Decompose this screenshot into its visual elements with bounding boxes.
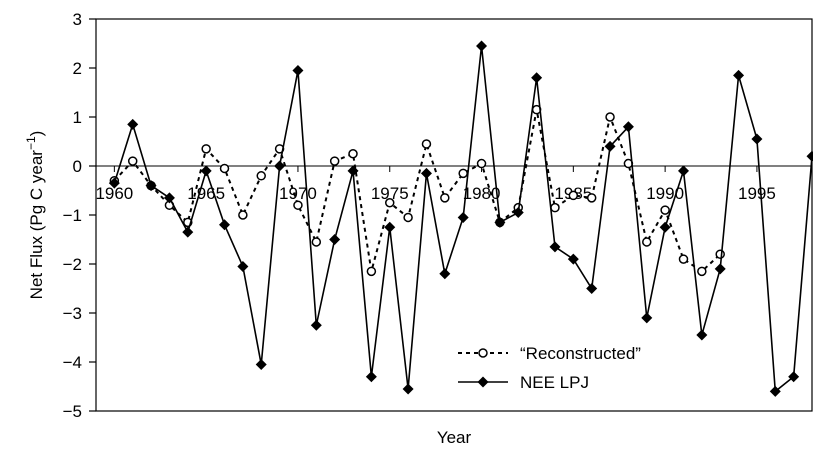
y-tick-label: −1 (63, 206, 82, 225)
data-point (108, 177, 120, 189)
series-nee-lpj (108, 40, 813, 397)
legend-item-reconstructed: “Reconstructed” (458, 344, 641, 363)
data-point (255, 358, 267, 370)
data-point (274, 160, 286, 172)
data-point (201, 144, 211, 154)
data-point (402, 383, 414, 395)
data-point (715, 249, 725, 259)
legend: “Reconstructed” NEE LPJ (458, 344, 641, 392)
y-tick-label: 0 (73, 157, 82, 176)
x-tick-label: 1995 (738, 184, 776, 203)
data-point (256, 171, 266, 181)
data-point (678, 254, 689, 264)
y-tick-label: −3 (63, 304, 82, 323)
y-axis-title: Net Flux (Pg C year−1) (24, 131, 46, 300)
data-point (769, 385, 781, 397)
data-point (677, 165, 689, 177)
data-point (439, 268, 451, 280)
data-point (806, 150, 813, 162)
data-point (329, 234, 341, 245)
y-tick-label: 3 (73, 10, 82, 29)
data-point (531, 72, 543, 84)
x-tick-label: 1975 (371, 184, 409, 203)
data-point (238, 210, 248, 220)
y-axis-title-main: Net Flux (Pg C year (27, 150, 46, 300)
data-point (127, 156, 138, 166)
x-tick-label: 1960 (95, 184, 133, 203)
data-point (696, 329, 708, 341)
legend-marker (478, 348, 488, 358)
plot-frame (95, 18, 813, 412)
data-point (550, 202, 560, 213)
data-point (622, 121, 634, 133)
data-point (788, 371, 800, 383)
data-point (366, 266, 377, 277)
data-point (311, 237, 322, 247)
x-tick-label: 1965 (187, 184, 225, 203)
legend-label: “Reconstructed” (520, 344, 641, 363)
data-point (642, 237, 652, 247)
data-point (494, 216, 506, 228)
x-axis-title: Year (437, 428, 472, 447)
data-point (476, 158, 487, 169)
data-point (697, 266, 707, 277)
data-point (568, 190, 579, 201)
data-point (384, 221, 396, 233)
data-point (219, 163, 230, 174)
data-point (347, 165, 359, 177)
data-point (219, 219, 231, 231)
legend-item-nee-lpj: NEE LPJ (458, 373, 589, 392)
data-point (127, 118, 139, 130)
data-point (604, 140, 616, 152)
series-reconstructed (109, 104, 725, 277)
data-point (182, 226, 194, 238)
data-point (365, 371, 377, 383)
data-point (292, 64, 304, 76)
data-point (567, 253, 579, 265)
y-axis-title-superscript: −1 (24, 136, 38, 150)
data-point (310, 319, 322, 331)
data-point (512, 207, 524, 219)
series-group (108, 40, 813, 397)
data-point (476, 40, 488, 52)
y-tick-label: 2 (73, 59, 82, 78)
data-point (586, 193, 597, 203)
data-point (641, 312, 653, 324)
data-point (329, 156, 340, 166)
y-tick-label: −4 (63, 353, 82, 372)
y-tick-label: −2 (63, 255, 82, 274)
data-point (440, 193, 450, 203)
data-point (293, 200, 303, 210)
series-line (113, 109, 721, 273)
y-axis-title-close: ) (27, 131, 46, 137)
y-tick-label: −5 (63, 402, 82, 421)
axes: 3210−1−2−3−4−519601965197019751980198519… (63, 10, 776, 421)
data-point (733, 69, 745, 81)
data-point (605, 112, 615, 122)
y-tick-label: 1 (73, 108, 82, 127)
x-tick-label: 1980 (463, 184, 501, 203)
data-point (714, 263, 726, 275)
x-tick-label: 1970 (279, 184, 317, 203)
data-point (659, 221, 671, 233)
data-point (420, 167, 432, 179)
data-point (549, 241, 561, 253)
plot-area (95, 18, 813, 412)
legend-label: NEE LPJ (520, 373, 589, 392)
data-point (457, 211, 469, 223)
data-point (200, 165, 212, 177)
data-point (145, 180, 157, 192)
data-point (660, 205, 670, 215)
data-point (237, 260, 249, 272)
data-point (384, 198, 395, 208)
data-point (586, 283, 598, 294)
data-point (458, 168, 468, 179)
legend-marker (477, 376, 489, 388)
data-point (348, 149, 358, 159)
data-point (751, 133, 763, 145)
data-point (163, 192, 175, 204)
data-point (421, 139, 432, 149)
data-point (403, 212, 413, 223)
